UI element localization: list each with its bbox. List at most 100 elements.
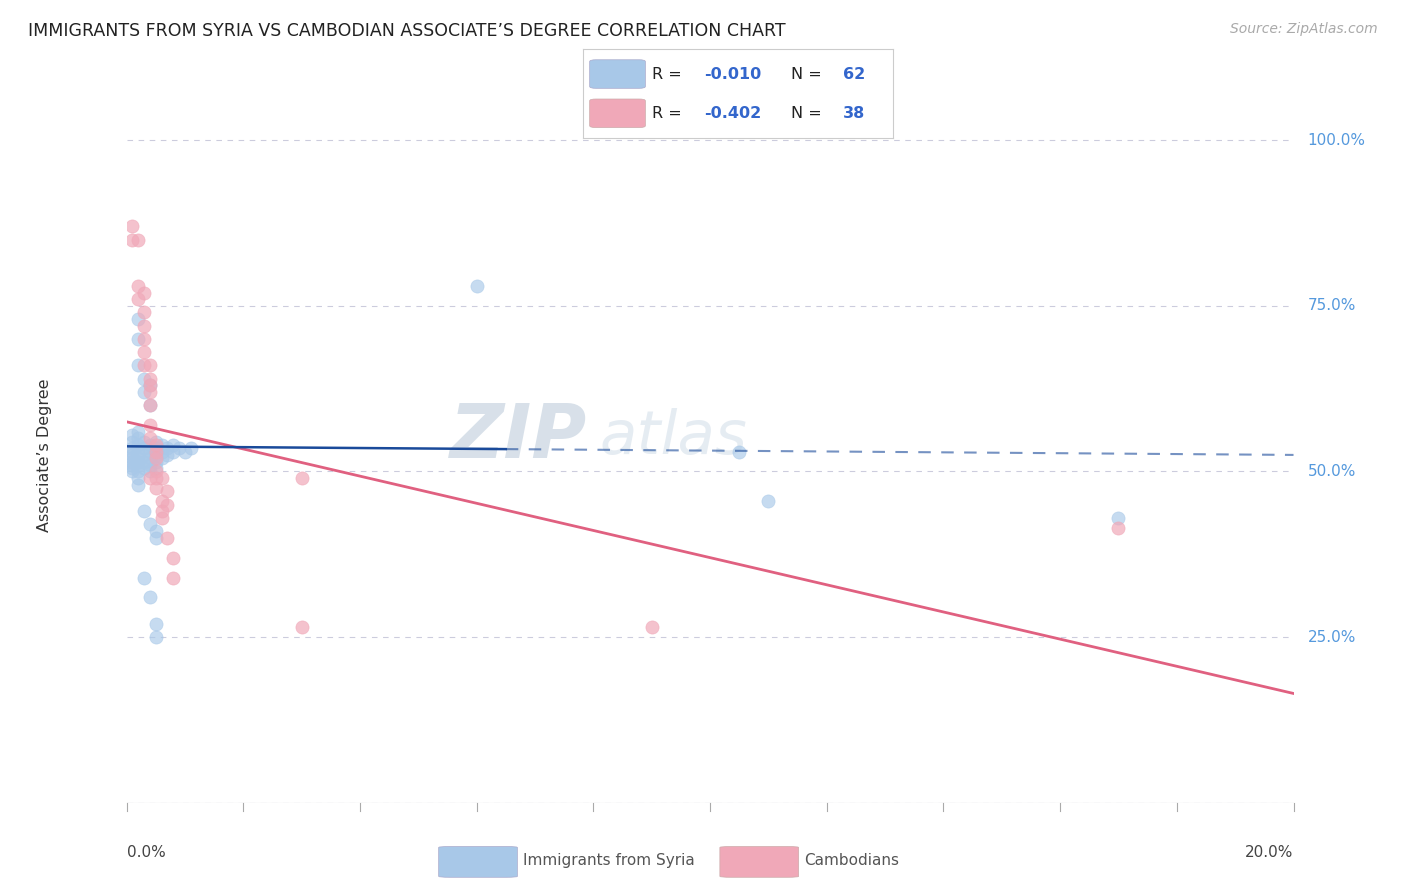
Point	[150, 504, 173, 518]
Point	[145, 454, 167, 468]
Text: 38: 38	[844, 106, 866, 120]
Point	[156, 448, 179, 462]
Point	[132, 372, 155, 386]
Point	[167, 442, 190, 456]
Point	[132, 454, 155, 468]
Point	[162, 438, 184, 452]
Text: 62: 62	[844, 67, 866, 81]
Text: 25.0%: 25.0%	[1308, 630, 1355, 645]
Point	[121, 448, 143, 462]
Point	[139, 451, 162, 466]
Point	[150, 438, 173, 452]
Point	[640, 620, 664, 634]
Point	[465, 279, 488, 293]
Text: -0.010: -0.010	[704, 67, 762, 81]
Point	[139, 398, 162, 412]
Point	[127, 425, 149, 439]
Point	[121, 444, 143, 458]
Point	[139, 458, 162, 472]
Text: ZIP: ZIP	[450, 401, 588, 474]
Point	[121, 451, 143, 466]
Text: IMMIGRANTS FROM SYRIA VS CAMBODIAN ASSOCIATE’S DEGREE CORRELATION CHART: IMMIGRANTS FROM SYRIA VS CAMBODIAN ASSOC…	[28, 22, 786, 40]
Point	[132, 285, 155, 300]
Point	[150, 444, 173, 458]
Point	[139, 517, 162, 532]
Text: 0.0%: 0.0%	[127, 845, 166, 860]
Point	[145, 616, 167, 631]
Text: 50.0%: 50.0%	[1308, 464, 1355, 479]
Point	[127, 465, 149, 479]
Point	[139, 438, 162, 452]
Point	[132, 434, 155, 449]
Point	[728, 444, 751, 458]
Point	[156, 531, 179, 545]
Point	[121, 219, 143, 234]
Point	[139, 378, 162, 392]
Point	[132, 442, 155, 456]
Point	[132, 359, 155, 373]
Point	[145, 471, 167, 485]
Point	[121, 454, 143, 468]
Point	[756, 494, 779, 508]
Point	[132, 345, 155, 359]
Point	[127, 332, 149, 346]
Point	[132, 504, 155, 518]
Point	[139, 465, 162, 479]
Point	[127, 233, 149, 247]
Point	[174, 444, 197, 458]
Text: N =: N =	[790, 67, 827, 81]
Point	[121, 458, 143, 472]
Point	[139, 418, 162, 433]
Point	[162, 444, 184, 458]
Point	[139, 591, 162, 605]
Point	[145, 438, 167, 452]
Point	[145, 481, 167, 495]
Point	[132, 461, 155, 475]
Point	[145, 444, 167, 458]
FancyBboxPatch shape	[589, 99, 645, 128]
Point	[127, 471, 149, 485]
Point	[121, 465, 143, 479]
Point	[127, 444, 149, 458]
Point	[1108, 521, 1130, 535]
Point	[127, 454, 149, 468]
Point	[150, 494, 173, 508]
Point	[145, 434, 167, 449]
Point	[139, 359, 162, 373]
Point	[132, 305, 155, 319]
Point	[145, 451, 167, 466]
Point	[290, 620, 312, 634]
Text: atlas: atlas	[599, 408, 747, 467]
Text: Immigrants from Syria: Immigrants from Syria	[523, 854, 695, 868]
Point	[150, 511, 173, 525]
Point	[121, 461, 143, 475]
Point	[132, 448, 155, 462]
Point	[121, 233, 143, 247]
Point	[162, 570, 184, 584]
Point	[127, 359, 149, 373]
FancyBboxPatch shape	[720, 847, 799, 878]
FancyBboxPatch shape	[589, 60, 645, 88]
Point	[127, 438, 149, 452]
Text: R =: R =	[651, 106, 686, 120]
FancyBboxPatch shape	[439, 847, 517, 878]
Text: 100.0%: 100.0%	[1308, 133, 1365, 148]
Text: 75.0%: 75.0%	[1308, 298, 1355, 313]
Point	[139, 398, 162, 412]
Point	[156, 484, 179, 499]
Point	[132, 318, 155, 333]
Point	[127, 451, 149, 466]
Point	[139, 378, 162, 392]
Point	[121, 434, 143, 449]
Point	[127, 312, 149, 326]
Point	[156, 442, 179, 456]
Point	[145, 630, 167, 644]
Point	[150, 471, 173, 485]
Point	[150, 451, 173, 466]
Point	[127, 477, 149, 491]
Point	[290, 471, 312, 485]
Point	[139, 471, 162, 485]
Point	[139, 372, 162, 386]
Point	[145, 531, 167, 545]
Text: -0.402: -0.402	[704, 106, 762, 120]
